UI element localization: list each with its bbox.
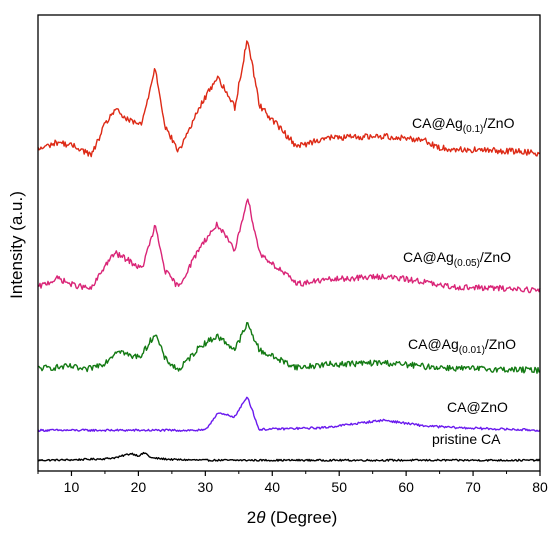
series-label-4: CA@Ag(0.1)/ZnO: [412, 115, 515, 135]
series-line-4: [37, 40, 541, 158]
x-tick-label-40: 40: [264, 479, 280, 495]
series-layer: [37, 40, 541, 462]
x-tick-label-80: 80: [532, 479, 548, 495]
x-tick-label-50: 50: [331, 479, 347, 495]
series-label-1: CA@ZnO: [447, 399, 508, 415]
series-line-1: [37, 396, 541, 433]
x-tick-label-70: 70: [465, 479, 481, 495]
x-axis-title: 2θ (Degree): [247, 508, 338, 527]
x-tick-label-10: 10: [64, 479, 80, 495]
series-label-3: CA@Ag(0.05)/ZnO: [403, 249, 511, 269]
tick-layer: 10 20 30 40 50 60 70 80: [37, 471, 548, 495]
x-tick-label-30: 30: [198, 479, 214, 495]
x-tick-label-20: 20: [131, 479, 147, 495]
y-axis-title: Intensity (a.u.): [7, 191, 26, 299]
series-label-0: pristine CA: [432, 431, 501, 447]
x-axis-title-unit: (Degree): [265, 508, 337, 527]
label-layer: pristine CA CA@ZnO CA@Ag(0.01)/ZnO CA@Ag(0.…: [403, 115, 516, 447]
x-axis-title-main: 2: [247, 508, 256, 527]
series-label-2: CA@Ag(0.01)/ZnO: [408, 336, 516, 356]
x-tick-label-60: 60: [398, 479, 414, 495]
series-line-2: [37, 322, 541, 374]
plot-frame: [37, 14, 541, 472]
x-axis-title-symbol: θ: [256, 508, 266, 527]
series-line-3: [37, 198, 541, 294]
series-line-0: [37, 451, 541, 462]
